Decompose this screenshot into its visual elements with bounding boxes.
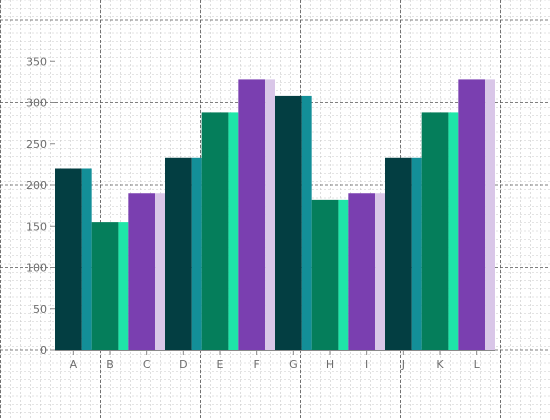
y-tick-label: 100 [26,262,47,275]
x-tick-label: A [70,358,78,371]
bar-side [485,79,495,351]
bar-side [191,157,202,350]
y-axis: 0 50 100 150 200 250 300 350 [26,55,55,357]
bar-F [238,79,275,351]
bar-I [348,193,385,350]
y-tick-label: 150 [26,220,47,233]
bar-body [91,222,119,350]
x-tick-label: I [365,358,368,371]
bar-side [301,95,312,351]
bar-body [311,199,339,350]
y-tick-label: 0 [40,344,47,357]
bars [55,79,495,351]
bar-body [421,112,449,351]
bar-B [91,222,129,350]
bar-J [385,157,422,350]
bar-C [128,193,165,350]
bar-E [201,112,239,351]
x-axis: A B C D E F G H I J K L [55,350,495,371]
x-tick-label: B [106,358,114,371]
x-tick-label: C [143,358,151,371]
bar-body [348,193,376,350]
y-tick-label: 300 [26,97,47,110]
bar-body [165,157,192,350]
x-tick-label: F [254,358,260,371]
bar-side [81,168,92,350]
bar-side [411,157,422,350]
bar-H [311,199,349,350]
y-tick-label: 200 [26,179,47,192]
bar-G [275,95,312,351]
x-tick-label: H [326,358,334,371]
bar-side [448,112,459,351]
bar-side [228,112,239,351]
bar-body [128,193,156,350]
bar-body [201,112,229,351]
bar-side [265,79,275,351]
bar-side [118,222,129,350]
x-tick-label: D [179,358,187,371]
x-tick-label: K [436,358,444,371]
bar-K [421,112,459,351]
y-tick-label: 350 [26,55,47,68]
x-tick-label: E [217,358,224,371]
y-tick-label: 50 [33,303,47,316]
bar-side [338,199,349,350]
bar-side [155,193,165,350]
x-tick-label: L [474,358,481,371]
bar-A [55,168,92,350]
x-tick-label: G [289,358,298,371]
x-tick-label: J [401,358,405,371]
bar-D [165,157,202,350]
bar-body [55,168,82,350]
bar-body [238,79,266,351]
bar-body [458,79,486,351]
bar-body [275,95,302,351]
y-tick-label: 250 [26,138,47,151]
bar-L [458,79,495,351]
bar-body [385,157,412,350]
bar-side [375,193,385,350]
